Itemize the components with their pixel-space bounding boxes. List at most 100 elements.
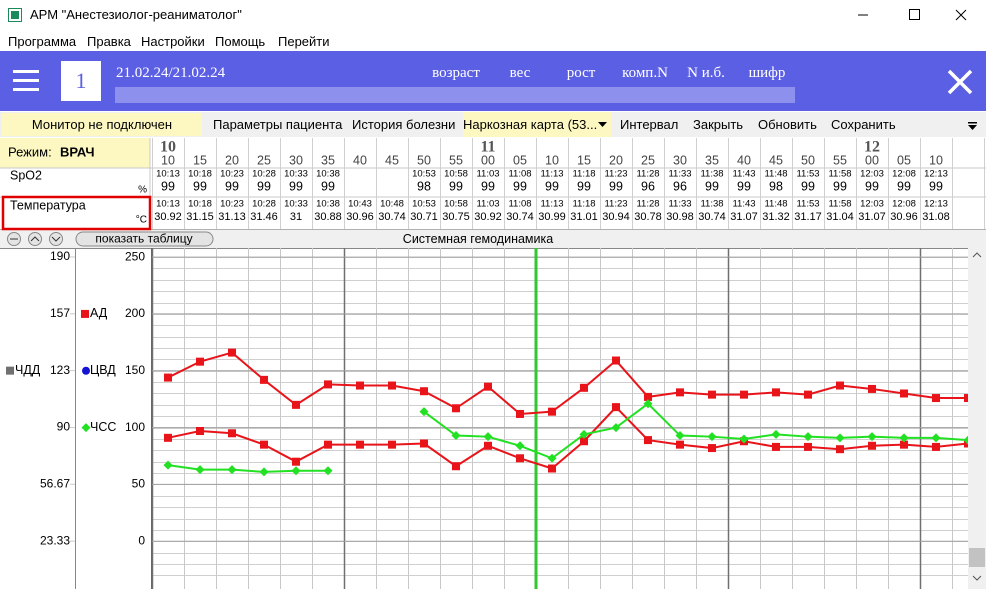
y-tick-label: 200	[125, 306, 145, 320]
cell-time: 10:53	[412, 199, 436, 210]
data-point	[900, 389, 908, 398]
window-controls[interactable]	[850, 0, 986, 30]
menu-item[interactable]: Настройки	[141, 34, 205, 49]
cell-value: 31.07	[730, 211, 758, 223]
menu-button[interactable]	[13, 69, 39, 93]
cell-value: 30.88	[314, 211, 342, 223]
cell-value: 30.74	[506, 211, 534, 223]
cell-value: 99	[545, 179, 559, 193]
cell-value: 31.46	[250, 211, 278, 223]
data-point	[164, 373, 172, 382]
cell-value: 30.94	[602, 211, 630, 223]
cell-value: 99	[321, 179, 335, 193]
data-point	[323, 466, 333, 476]
data-point	[195, 465, 205, 475]
cell-time: 10:18	[188, 169, 212, 180]
toolbar-tab[interactable]: Наркозная карта (53...	[463, 112, 611, 137]
data-point	[868, 384, 876, 393]
series-line	[167, 405, 969, 470]
cell-value: 99	[609, 179, 623, 193]
data-point	[516, 454, 524, 463]
data-point	[644, 392, 652, 401]
legend-marker	[82, 366, 90, 375]
cell-value: 31	[290, 211, 302, 223]
chart-toolbar	[0, 230, 986, 248]
header-field: вес	[509, 65, 531, 81]
minute-label: 20	[225, 153, 239, 167]
toolbar-tab[interactable]: Параметры пациента	[213, 117, 343, 132]
cell-value: 30.99	[538, 211, 566, 223]
cell-value: 30.92	[154, 211, 182, 223]
data-point	[451, 431, 461, 441]
chart-buttons[interactable]	[7, 231, 214, 247]
legend-marker	[81, 309, 89, 318]
toolbar-tab[interactable]: Закрыть	[693, 117, 744, 132]
data-point	[324, 440, 332, 449]
cell-value: 31.01	[570, 211, 598, 223]
cell-value: 99	[737, 179, 751, 193]
toolbar-tab[interactable]: История болезни	[352, 117, 456, 132]
toolbar-tab[interactable]: Обновить	[758, 117, 817, 132]
cell-time: 11:08	[508, 169, 531, 180]
cell-time: 11:13	[540, 169, 563, 180]
minute-label: 45	[385, 153, 399, 167]
toolbar-tab[interactable]: Сохранить	[831, 117, 896, 132]
data-point	[932, 442, 940, 451]
data-point	[483, 432, 493, 442]
row-unit: %	[138, 185, 147, 196]
data-point	[803, 432, 813, 442]
data-point	[484, 382, 492, 391]
header-field: шифр	[748, 65, 786, 81]
menu-item[interactable]: Перейти	[278, 34, 330, 49]
cell-value: 99	[257, 179, 271, 193]
menu-item[interactable]: Помощь	[215, 34, 266, 49]
dates: 21.02.24/21.02.24	[116, 65, 226, 81]
y2-tick-label: 190	[50, 249, 70, 263]
cell-value: 99	[193, 179, 207, 193]
y-tick-label: 250	[125, 249, 145, 263]
data-point	[388, 381, 396, 390]
row-label: Температура	[10, 198, 86, 212]
hour-label: 12	[864, 139, 880, 156]
cell-time: 11:53	[796, 169, 819, 180]
minute-label: 20	[609, 153, 623, 167]
legend-marker	[6, 366, 14, 375]
cell-value: 30.96	[890, 211, 918, 223]
toolbar-more[interactable]	[968, 122, 978, 130]
menu-bar: Программа Правка Настройки Помощь Перейти	[0, 31, 986, 51]
close-button[interactable]	[947, 69, 973, 95]
menu-item[interactable]: Программа	[8, 34, 77, 49]
cell-value: 99	[225, 179, 239, 193]
cell-value: 30.92	[474, 211, 502, 223]
monitor-status: Монитор не подключен	[2, 113, 202, 136]
data-point	[548, 464, 556, 473]
y-tick-label: 150	[125, 363, 145, 377]
data-point	[868, 441, 876, 450]
cell-time: 11:33	[668, 169, 691, 180]
cell-time: 11:18	[572, 199, 595, 210]
show-table-button[interactable]: показать таблицу	[95, 232, 192, 246]
minute-label: 30	[673, 153, 687, 167]
data-point	[163, 460, 173, 470]
data-point	[867, 432, 877, 442]
data-point	[676, 388, 684, 397]
data-point	[228, 429, 236, 438]
menu-item[interactable]: Правка	[87, 34, 131, 49]
toolbar-tab[interactable]: Интервал	[620, 117, 679, 132]
data-point	[228, 348, 236, 357]
cell-time: 10:18	[188, 199, 212, 210]
data-point	[260, 375, 268, 384]
dropdown-arrow[interactable]	[598, 122, 608, 128]
minute-label: 35	[705, 153, 719, 167]
minute-label: 10	[929, 153, 943, 167]
patient-header: 1 21.02.24/21.02.24 возраст вес рост комп.N…	[0, 51, 986, 111]
minute-label: 40	[353, 153, 367, 167]
cell-time: 11:13	[540, 199, 563, 210]
scrollbar[interactable]	[968, 248, 986, 589]
cell-value: 99	[161, 179, 175, 193]
y2-tick-label: 157	[50, 306, 70, 320]
data-point	[580, 437, 588, 446]
legend-label: ЦВД	[90, 363, 116, 377]
data-point	[836, 381, 844, 390]
